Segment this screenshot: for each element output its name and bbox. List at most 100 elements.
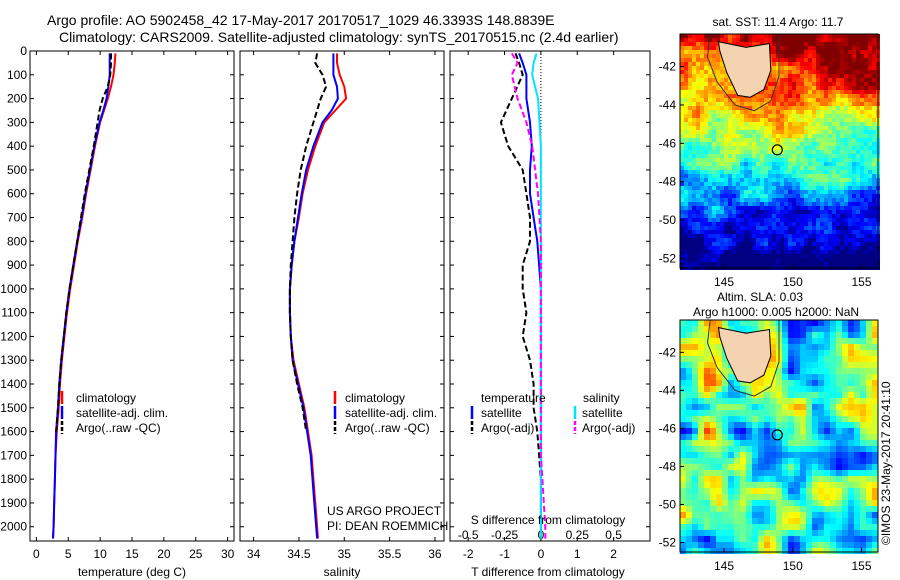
map-lon-tick-label: 150	[783, 559, 803, 573]
sla_map-map: 145 150 155 -42 -44 -46 -48 -50 -52	[659, 319, 879, 573]
temperature-xlabel: temperature (deg C)	[78, 565, 186, 579]
x-tick-label: 36	[428, 547, 442, 561]
tasmania-landmass	[717, 41, 772, 98]
map-lat-tick-label: -50	[659, 497, 677, 511]
x-tick-label: 15	[125, 547, 139, 561]
legend-item: satellite	[582, 406, 623, 420]
legend-title-salinity: salinity	[583, 391, 620, 405]
legend-item: satellite-adj. clim.	[345, 406, 437, 420]
series-line	[55, 53, 112, 432]
map-lat-tick-label: -48	[659, 459, 677, 473]
depth-tick-label: 800	[7, 234, 27, 248]
shelf-contour	[706, 33, 780, 112]
map-lat-tick-label: -44	[659, 383, 677, 397]
x-tick-label: 35	[338, 547, 352, 561]
project-label: US ARGO PROJECT	[327, 504, 442, 518]
salinity-xlabel: salinity	[324, 565, 361, 579]
x-tick-label: -1	[499, 547, 510, 561]
credit-label: ©IMOS 23-May-2017 20:41:10	[879, 381, 893, 545]
depth-tick-label: 1700	[0, 448, 27, 462]
temperature-panel	[29, 50, 235, 542]
map-lat-tick-label: -50	[659, 213, 677, 227]
x-tick-label: 5	[65, 547, 72, 561]
x-tick-label: 10	[93, 547, 107, 561]
legend-item: Argo(-adj)	[481, 421, 534, 435]
legend-item: Argo(-adj)	[582, 421, 635, 435]
legend-item: climatology	[345, 391, 405, 405]
series-line	[52, 53, 111, 539]
x-tick-label: 34.5	[287, 547, 311, 561]
map-frame	[679, 319, 879, 553]
depth-tick-label: 600	[7, 187, 27, 201]
map-lat-tick-label: -46	[659, 136, 677, 150]
header-line2: Climatology: CARS2009. Satellite-adjuste…	[59, 29, 619, 45]
pi-label: PI: DEAN ROEMMICH	[327, 519, 448, 533]
tasmania-landmass	[717, 326, 772, 384]
depth-tick-label: 0	[20, 44, 27, 58]
s-tick-label: -0.5	[458, 528, 479, 542]
depth-tick-label: 2000	[0, 520, 27, 534]
salinity-legend: climatology satellite-adj. clim. Argo(..…	[333, 391, 437, 435]
x-tick-label: 35.5	[378, 547, 402, 561]
series-line	[288, 53, 328, 432]
map-lat-tick-label: -48	[659, 175, 677, 189]
map-lat-tick-label: -52	[659, 251, 677, 265]
salinity-panel	[239, 50, 445, 542]
legend-item: Argo(..raw -QC)	[76, 421, 161, 435]
map-lat-tick-label: -46	[659, 421, 677, 435]
map-lon-tick-label: 150	[783, 275, 803, 289]
map-lat-tick-label: -42	[659, 345, 677, 359]
depth-tick-label: 700	[7, 211, 27, 225]
x-tick-label: 1	[574, 547, 581, 561]
argo-position-marker	[771, 429, 783, 441]
temperature-legend: climatology satellite-adj. clim. Argo(..…	[60, 391, 168, 435]
series-line	[510, 52, 547, 539]
depth-tick-label: 100	[7, 68, 27, 82]
legend-title-temperature: temperature	[481, 391, 546, 405]
depth-tick-label: 200	[7, 92, 27, 106]
depth-tick-label: 1100	[1, 306, 27, 320]
map-lon-tick-label: 155	[851, 275, 871, 289]
map-lon-tick-label: 155	[851, 559, 871, 573]
x-tick-label: 34	[247, 547, 261, 561]
depth-tick-label: 400	[7, 139, 27, 153]
depth-tick-label: 900	[7, 258, 27, 272]
depth-tick-label: 1400	[0, 377, 27, 391]
sst-map-title: sat. SST: 11.4 Argo: 11.7	[713, 15, 844, 29]
depth-tick-label: 1300	[0, 353, 27, 367]
x-tick-label: 0	[33, 547, 40, 561]
map-frame	[679, 33, 879, 269]
sla-map-title2: Argo h1000: 0.005 h2000: NaN	[693, 305, 859, 319]
header-line1: Argo profile: AO 5902458_42 17-May-2017 …	[47, 12, 555, 28]
x-tick-label: 25	[189, 547, 203, 561]
depth-tick-label: 500	[7, 163, 27, 177]
s-tick-label: 0.5	[605, 528, 622, 542]
map-lon-tick-label: 145	[714, 275, 734, 289]
depth-tick-label: 1600	[0, 425, 27, 439]
depth-tick-label: 1200	[0, 329, 27, 343]
map-lat-tick-label: -42	[659, 60, 677, 74]
x-tick-label: 0	[538, 547, 545, 561]
t-diff-xlabel: T difference from climatology	[471, 565, 625, 579]
x-tick-label: 2	[610, 547, 617, 561]
difference-legend: temperature salinity satellite Argo(-adj…	[470, 391, 635, 435]
depth-tick-label: 1900	[0, 496, 27, 510]
depth-tick-label: 300	[7, 115, 27, 129]
legend-item: Argo(..raw -QC)	[345, 421, 430, 435]
depth-tick-label: 1800	[0, 472, 27, 486]
x-tick-label: 20	[157, 547, 171, 561]
s-tick-label: 0.25	[566, 528, 590, 542]
legend-item: climatology	[76, 391, 136, 405]
map-lon-tick-label: 145	[714, 559, 734, 573]
map-lat-tick-label: -44	[659, 98, 677, 112]
depth-tick-label: 1500	[0, 401, 27, 415]
legend-item: satellite-adj. clim.	[76, 406, 168, 420]
s-diff-xlabel: S difference from climatology	[471, 513, 626, 527]
shelf-contour	[706, 319, 780, 397]
x-tick-label: -2	[463, 547, 474, 561]
depth-tick-label: 1000	[0, 282, 27, 296]
s-tick-label: -0.25	[491, 528, 519, 542]
sla-map-title1: Altim. SLA: 0.03	[717, 290, 803, 304]
x-tick-label: 30	[221, 547, 235, 561]
